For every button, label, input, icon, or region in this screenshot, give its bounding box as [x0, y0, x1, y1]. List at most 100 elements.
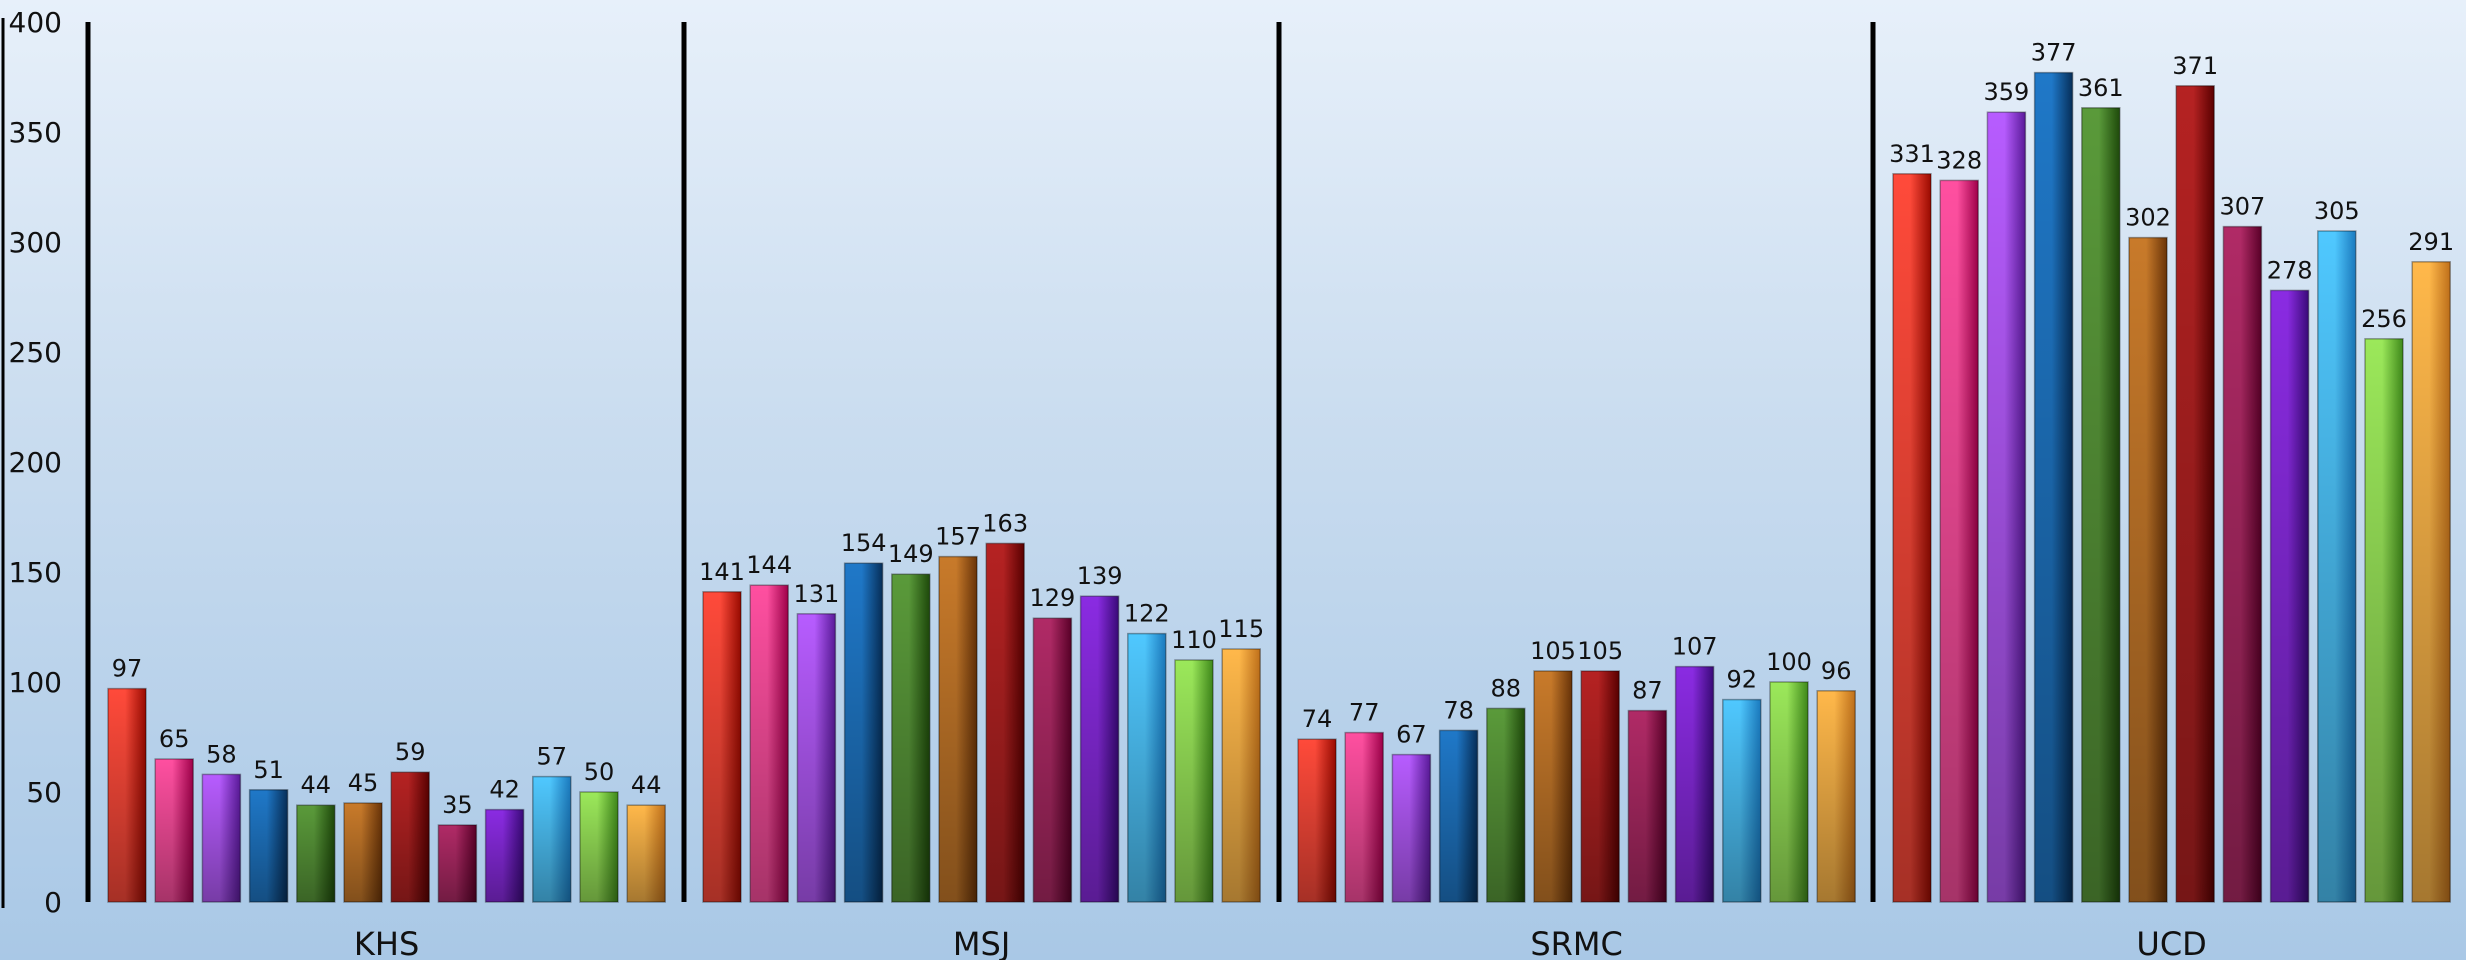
bar-value-label: 59 — [395, 738, 426, 766]
bar-shade — [1628, 710, 1667, 902]
bar-shade — [155, 759, 194, 902]
bar-value-label: 92 — [1727, 666, 1758, 694]
bar-value-label: 58 — [206, 740, 237, 768]
bar-shade — [580, 792, 618, 902]
bar-value-label: 100 — [1766, 648, 1812, 676]
x-category-label: UCD — [2136, 925, 2206, 960]
bar-shade — [1127, 633, 1166, 902]
bar-shade — [1080, 596, 1119, 902]
y-tick-label: 100 — [9, 666, 62, 699]
bar-value-label: 149 — [888, 540, 934, 568]
bar-value-label: 377 — [2031, 39, 2077, 67]
bar-shade — [1222, 649, 1261, 902]
bar-value-label: 139 — [1077, 562, 1123, 590]
bar-value-label: 305 — [2314, 197, 2360, 225]
bar-value-label: 50 — [584, 758, 615, 786]
bar-shade — [2129, 237, 2167, 903]
bar-shade — [2412, 261, 2451, 902]
bar-shade — [939, 556, 977, 902]
bar-shade — [1345, 732, 1384, 902]
bar-value-label: 131 — [793, 580, 839, 608]
y-tick-label: 300 — [9, 226, 62, 259]
bar-shade — [1392, 754, 1431, 902]
y-tick-label: 200 — [9, 446, 62, 479]
bar-shade — [703, 591, 741, 902]
y-tick-label: 50 — [26, 776, 62, 809]
bar-value-label: 97 — [112, 655, 143, 683]
bar-value-label: 141 — [699, 558, 745, 586]
bar-value-label: 57 — [537, 743, 568, 771]
bar-shade — [485, 809, 524, 902]
bar-value-label: 45 — [348, 769, 379, 797]
bar-shade — [1770, 682, 1808, 902]
y-axis: 0 50 100 150 200 250 300 350 400 — [1, 6, 62, 919]
bar-shade — [844, 563, 883, 902]
bar-shade — [1175, 660, 1213, 902]
bar-value-label: 107 — [1672, 633, 1718, 661]
bar-shade — [438, 825, 477, 902]
bar-shade — [249, 789, 288, 902]
bar-shade — [2365, 338, 2403, 902]
y-tick-label: 250 — [9, 336, 62, 369]
bar-value-label: 163 — [982, 509, 1028, 537]
bar-shade — [1486, 708, 1525, 902]
bar-shade — [1439, 730, 1478, 902]
bar-value-label: 328 — [1936, 146, 1982, 174]
bar-value-label: 122 — [1124, 600, 1170, 628]
bar-shade — [2034, 72, 2073, 903]
bar-shade — [986, 543, 1025, 902]
bar-value-label: 157 — [935, 523, 981, 551]
bar-value-label: 278 — [2267, 256, 2313, 284]
bar-shade — [750, 585, 789, 902]
bar-value-label: 302 — [2125, 204, 2171, 232]
bar-value-label: 105 — [1577, 637, 1623, 665]
bar-shade — [1581, 671, 1620, 902]
bar-value-label: 88 — [1491, 674, 1522, 702]
bar-value-label: 359 — [1983, 78, 2029, 106]
bars — [107, 71, 2451, 903]
bar-value-label: 361 — [2078, 74, 2124, 102]
bar-shade — [2223, 226, 2262, 903]
y-tick-label: 150 — [9, 556, 62, 589]
bar-value-label: 154 — [841, 529, 887, 557]
bar-value-label: 87 — [1632, 677, 1663, 705]
bar-value-label: 77 — [1349, 699, 1380, 727]
bar-value-label: 35 — [442, 791, 473, 819]
bar-value-label: 51 — [253, 756, 284, 784]
bar-value-label: 65 — [159, 725, 190, 753]
x-axis: KHS MSJ SRMC UCD — [354, 925, 2207, 960]
bar-value-label: 331 — [1889, 140, 1935, 168]
bar-shade — [1534, 671, 1572, 902]
bar-value-label: 78 — [1443, 696, 1474, 724]
bar-value-label: 144 — [746, 551, 792, 579]
bar-value-label: 67 — [1396, 721, 1427, 749]
bar-value-label: 291 — [2408, 228, 2454, 256]
bar-shade — [1817, 690, 1856, 902]
bar-shade — [296, 805, 335, 902]
bar-shade — [797, 613, 836, 902]
bar-value-label: 42 — [489, 776, 520, 804]
bar-shade — [627, 805, 666, 902]
bar-shade — [202, 774, 241, 902]
bar-shade — [2317, 231, 2356, 902]
bar-value-label: 129 — [1029, 584, 1075, 612]
group-separators — [85, 22, 1876, 902]
bar-shade — [391, 772, 430, 902]
bar-shade — [1940, 180, 1979, 902]
bar-value-label: 44 — [631, 771, 662, 799]
bar-shade — [1893, 173, 1931, 903]
bar-value-label: 307 — [2219, 193, 2265, 221]
bar-shade — [2270, 290, 2309, 902]
bar-shade — [1987, 112, 2026, 902]
x-category-label: KHS — [354, 925, 419, 960]
y-tick-label: 400 — [9, 6, 62, 39]
bar-shade — [2176, 85, 2215, 903]
bar-shade — [344, 803, 382, 902]
y-tick-label: 350 — [9, 116, 62, 149]
bar-value-label: 371 — [2172, 52, 2218, 80]
bar-shade — [532, 776, 571, 902]
bar-shade — [1722, 699, 1761, 902]
x-category-label: SRMC — [1530, 925, 1623, 960]
